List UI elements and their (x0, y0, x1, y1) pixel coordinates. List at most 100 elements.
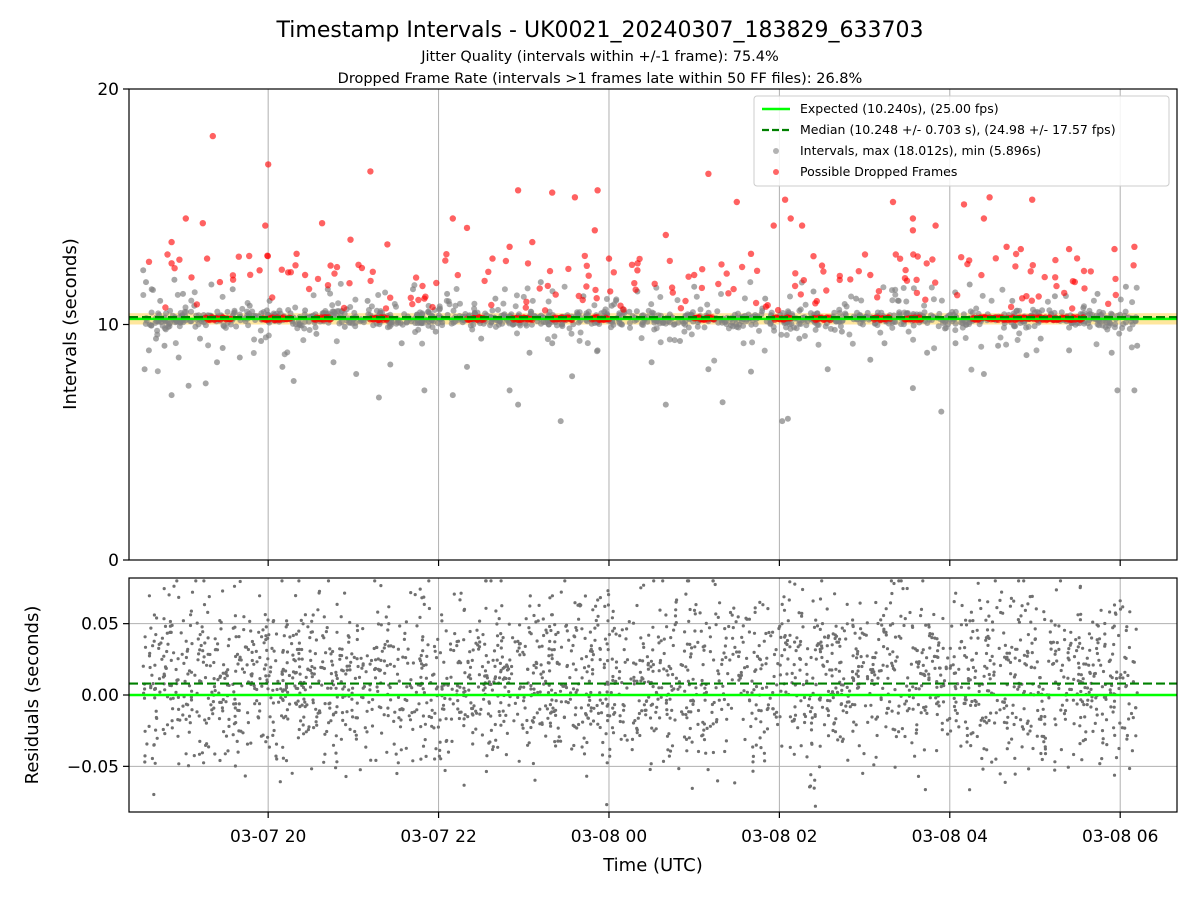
residual-point (387, 622, 391, 626)
dropped-frame-point (1105, 300, 1112, 307)
residual-point (429, 698, 433, 702)
residual-point (987, 718, 991, 723)
residual-point (916, 665, 920, 669)
dropped-frame-point (662, 231, 669, 239)
residual-point (227, 724, 231, 729)
residual-point (605, 704, 609, 708)
residual-point (662, 651, 666, 656)
interval-point (848, 293, 855, 300)
residual-point (399, 748, 403, 752)
residual-point (1009, 596, 1014, 601)
dropped-frame-point (284, 269, 292, 276)
residual-point (359, 656, 363, 660)
residual-point (677, 767, 681, 771)
residual-point (211, 700, 215, 704)
residual-point (953, 708, 958, 712)
interval-point (436, 303, 443, 310)
residual-point (575, 726, 579, 730)
residual-point (874, 651, 878, 655)
residual-point (787, 598, 791, 602)
interval-point (943, 324, 950, 331)
residual-point (672, 628, 676, 632)
residual-point (547, 661, 551, 665)
residual-point (233, 764, 237, 768)
residual-point (190, 590, 195, 594)
residual-point (196, 637, 200, 641)
interval-point (188, 308, 195, 315)
residual-point (1113, 733, 1117, 738)
residual-point (440, 707, 445, 711)
residual-point (425, 701, 429, 705)
residual-point (861, 661, 866, 665)
residual-point (1022, 579, 1026, 583)
residual-point (1010, 645, 1014, 649)
residual-point (838, 661, 842, 665)
residual-point (284, 759, 289, 763)
residual-point (374, 658, 378, 662)
residual-point (237, 702, 241, 706)
residual-point (1096, 624, 1100, 628)
residual-point (1017, 579, 1021, 583)
residual-point (666, 748, 670, 752)
residual-point (572, 743, 576, 748)
residual-point (691, 677, 695, 681)
residual-point (876, 676, 880, 680)
residual-point (955, 711, 959, 716)
residual-point (1118, 607, 1123, 611)
residual-point (1077, 666, 1081, 670)
residual-point (376, 689, 380, 694)
interval-point (421, 387, 428, 394)
interval-point (425, 308, 432, 315)
residual-point (606, 648, 610, 652)
residual-point (552, 648, 556, 652)
residual-point (812, 786, 816, 790)
residual-point (325, 626, 329, 630)
residual-point (980, 716, 985, 720)
residuals-y-tick-label: −0.05 (67, 757, 119, 777)
interval-point (412, 320, 419, 326)
residual-point (985, 666, 989, 670)
residual-point (751, 760, 755, 764)
residual-point (853, 703, 857, 707)
residual-point (879, 696, 883, 700)
residual-point (830, 651, 834, 656)
residual-point (491, 747, 495, 752)
residual-point (281, 756, 285, 760)
residual-point (602, 666, 606, 670)
residual-point (1109, 705, 1113, 709)
interval-point (568, 330, 575, 337)
residual-point (556, 630, 560, 635)
residual-point (303, 613, 307, 617)
residual-point (700, 678, 704, 683)
residual-point (937, 641, 941, 645)
residual-point (250, 650, 254, 655)
residual-point (328, 706, 332, 710)
residual-point (312, 672, 316, 676)
interval-point (815, 341, 822, 348)
residual-point (508, 658, 512, 662)
residual-point (576, 603, 580, 607)
residual-point (266, 657, 270, 661)
dropped-frame-point (1012, 263, 1019, 270)
residual-point (243, 774, 247, 778)
residual-point (449, 648, 453, 652)
residual-point (950, 624, 954, 628)
dropped-frame-point (823, 287, 830, 294)
residual-point (1129, 711, 1134, 716)
interval-point (559, 323, 566, 330)
residual-point (248, 619, 252, 624)
residual-point (510, 636, 515, 640)
residual-point (856, 669, 860, 673)
residual-point (475, 711, 479, 715)
residual-point (606, 619, 610, 623)
dropped-frame-point (546, 267, 554, 275)
dropped-frame-point (278, 266, 285, 273)
residual-point (411, 661, 415, 665)
residual-point (526, 743, 530, 747)
dropped-frame-point (1081, 285, 1088, 292)
residual-point (620, 628, 624, 632)
residual-point (933, 636, 937, 640)
residual-point (571, 662, 576, 666)
residual-point (585, 670, 589, 674)
residual-point (783, 634, 787, 638)
